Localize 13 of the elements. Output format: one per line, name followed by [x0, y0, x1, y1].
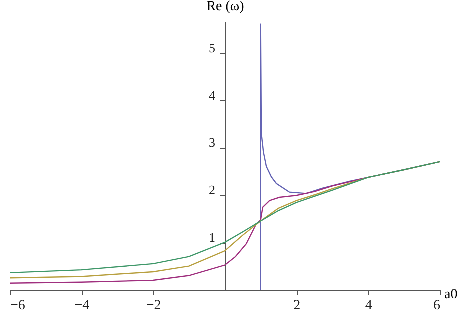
y-tick-label: 5 [209, 40, 216, 56]
x-tick-label: −6 [10, 298, 26, 310]
y-tick-label: 4 [209, 88, 216, 103]
y-tick-label: 3 [209, 135, 216, 150]
y-tick-label: 1 [209, 230, 216, 246]
x-tick-label: 2 [294, 298, 301, 310]
x-tick-label: 6 [434, 298, 440, 310]
y-tick-label: 2 [209, 182, 216, 198]
x-axis-title: a0 [444, 288, 458, 302]
x-tick-label: −4 [74, 298, 90, 310]
x-tick-label: 4 [365, 298, 372, 310]
x-tick-label: −2 [146, 298, 162, 310]
y-axis-title: Re (ω) [206, 0, 245, 14]
